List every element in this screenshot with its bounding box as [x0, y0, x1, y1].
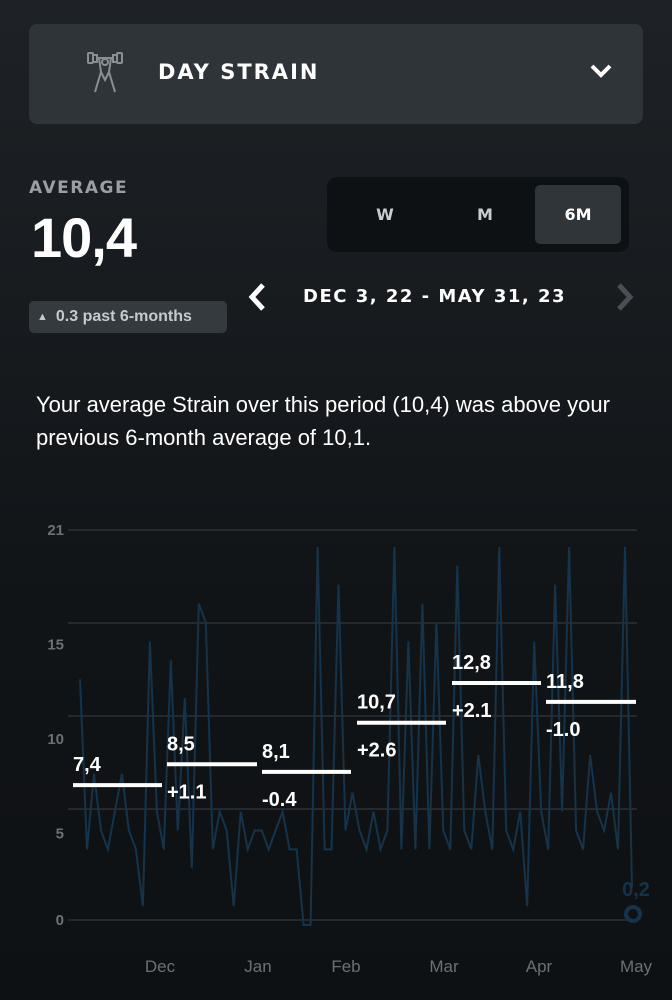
monthly-average-label: 7,4 [73, 754, 102, 776]
triangle-up-icon: ▲ [37, 311, 48, 323]
average-label: AVERAGE [29, 178, 129, 198]
y-tick-label: 5 [56, 825, 64, 842]
monthly-average-label: 10,7 [357, 692, 396, 714]
monthly-change-label: +1.1 [167, 781, 206, 803]
daily-strain-line [79, 546, 633, 926]
x-tick-label: Jan [244, 957, 271, 976]
delta-text: 0.3 past 6-months [55, 308, 192, 325]
delta-badge: ▲ 0.3 past 6-months [29, 301, 227, 333]
x-tick-label: Dec [145, 957, 176, 976]
y-tick-label: 21 [47, 522, 64, 539]
x-tick-label: Feb [331, 957, 360, 976]
monthly-change-label: -0.4 [262, 789, 297, 811]
x-tick-label: May [620, 957, 653, 976]
monthly-average-label: 8,1 [262, 741, 290, 763]
y-tick-label: 15 [47, 636, 64, 653]
metric-title: DAY STRAIN [158, 60, 320, 84]
monthly-change-label: -1.0 [546, 719, 580, 741]
summary-text: Your average Strain over this period (10… [36, 392, 610, 450]
average-value: 10,4 [31, 206, 137, 269]
monthly-average-label: 12,8 [452, 652, 491, 674]
date-range-nav: DEC 3, 22 - MAY 31, 23 [246, 282, 636, 312]
y-tick-label: 0 [56, 912, 64, 929]
x-tick-label: Apr [526, 957, 553, 976]
monthly-average-label: 11,8 [546, 671, 584, 693]
date-range-text: DEC 3, 22 - MAY 31, 23 [303, 286, 567, 307]
chevron-left-icon[interactable] [246, 282, 268, 312]
y-tick-label: 10 [47, 731, 64, 748]
last-value-label: 0,2 [622, 879, 650, 901]
monthly-average-label: 8,5 [167, 733, 195, 755]
metric-selector[interactable]: DAY STRAIN [29, 24, 643, 124]
weightlifter-icon [87, 52, 123, 93]
strain-chart: 0 5 10 15 21 Dec Jan Feb Mar Apr May 0,2 7,4 8,5 +1.1 8… [47, 522, 653, 976]
tab-week[interactable]: W [376, 205, 394, 224]
monthly-change-label: +2.1 [452, 700, 491, 722]
chevron-down-icon[interactable] [589, 62, 613, 80]
tab-month[interactable]: M [477, 205, 493, 224]
monthly-change-label: +2.6 [357, 740, 396, 762]
chevron-right-icon[interactable] [614, 282, 636, 312]
tab-6-months[interactable]: 6M [535, 185, 621, 244]
period-selector: W M 6M [327, 177, 629, 252]
x-tick-label: Mar [429, 957, 459, 976]
last-point-marker [624, 905, 642, 923]
